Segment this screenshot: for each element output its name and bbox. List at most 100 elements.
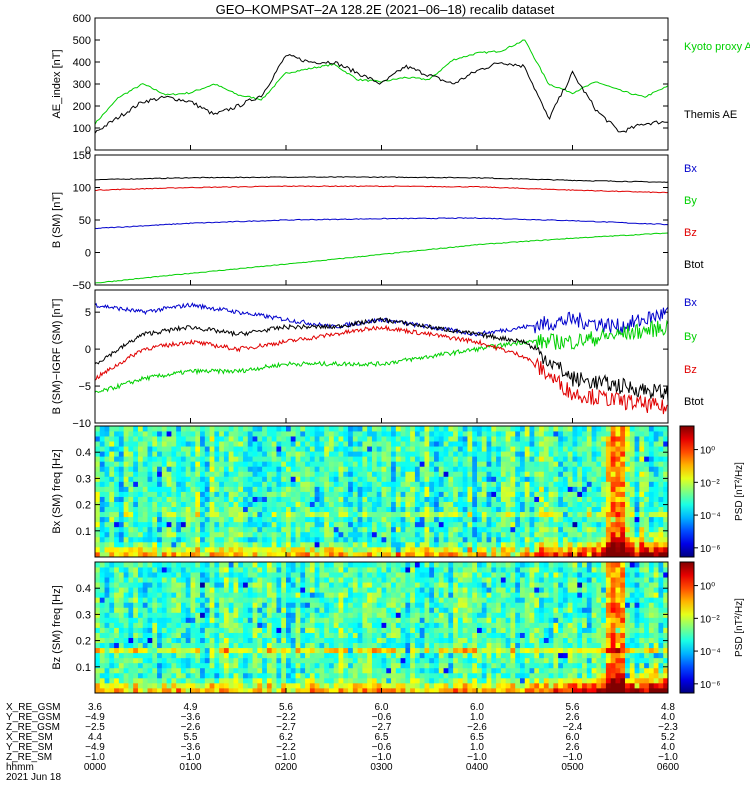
- spectrogram-cell: [243, 526, 249, 533]
- spectrogram-cell: [582, 546, 588, 553]
- spectrogram-cell: [381, 501, 387, 508]
- spectrogram-cell: [200, 682, 206, 689]
- spectrogram-cell: [625, 451, 631, 457]
- spectrogram-cell: [109, 577, 115, 583]
- spectrogram-cell: [343, 446, 349, 452]
- spectrogram-cell: [414, 461, 421, 467]
- spectrogram-cell: [362, 531, 368, 538]
- spectrogram-cell: [295, 511, 301, 518]
- spectrogram-cell: [271, 521, 277, 528]
- spectrogram-cell: [214, 597, 220, 603]
- spectrogram-cell: [104, 501, 110, 508]
- spectrogram-cell: [333, 587, 339, 593]
- spectrogram-cell: [233, 501, 239, 508]
- spectrogram-cell: [371, 481, 378, 487]
- spectrogram-cell: [228, 441, 234, 447]
- spectrogram-cell: [147, 682, 153, 689]
- spectrogram-cell: [209, 602, 215, 608]
- spectrogram-cell: [586, 526, 593, 533]
- spectrogram-cell: [262, 541, 268, 548]
- spectrogram-cell: [567, 476, 573, 482]
- spectrogram-cell: [567, 436, 573, 442]
- spectrogram-cell: [548, 491, 554, 497]
- spectrogram-cell: [362, 461, 368, 467]
- spectrogram-cell: [257, 426, 263, 432]
- spectrogram-cell: [204, 431, 210, 437]
- spectrogram-cell: [286, 491, 292, 497]
- spectrogram-cell: [233, 531, 239, 538]
- spectrogram-cell: [391, 461, 397, 467]
- spectrogram-cell: [472, 461, 478, 467]
- spectrogram-cell: [195, 516, 201, 523]
- spectrogram-cell: [357, 577, 363, 583]
- spectrogram-cell: [137, 536, 144, 543]
- spectrogram-cell: [281, 592, 287, 598]
- spectrogram-cell: [238, 526, 244, 533]
- spectrogram-cell: [467, 446, 473, 452]
- spectrogram-cell: [391, 436, 397, 442]
- spectrogram-cell: [381, 546, 387, 553]
- spectrogram-cell: [152, 647, 158, 654]
- spectrogram-cell: [534, 516, 540, 523]
- spectrogram-cell: [386, 647, 392, 654]
- spectrogram-cell: [453, 516, 459, 523]
- spectrogram-cell: [605, 551, 612, 558]
- spectrogram-cell: [534, 546, 540, 553]
- spectrogram-cell: [166, 637, 172, 644]
- spectrogram-cell: [214, 617, 220, 623]
- spectrogram-cell: [123, 471, 129, 477]
- spectrogram-cell: [123, 466, 129, 472]
- spectrogram-cell: [171, 526, 177, 533]
- spectrogram-cell: [510, 496, 516, 502]
- spectrogram-cell: [519, 441, 526, 447]
- spectrogram-cell: [286, 562, 292, 568]
- spectrogram-cell: [290, 426, 296, 432]
- spectrogram-cell: [147, 572, 153, 578]
- spectrogram-cell: [228, 451, 234, 457]
- spectrogram-cell: [591, 496, 597, 502]
- spectrogram-cell: [233, 526, 239, 533]
- spectrogram-cell: [166, 657, 172, 664]
- spectrogram-cell: [195, 511, 201, 518]
- spectrogram-cell: [114, 536, 120, 543]
- spectrogram-cell: [128, 511, 134, 518]
- spectrogram-cell: [233, 647, 239, 654]
- spectrogram-cell: [519, 476, 526, 482]
- spectrogram-cell: [223, 481, 230, 487]
- spectrogram-cell: [386, 426, 392, 432]
- spectrogram-cell: [586, 516, 593, 523]
- spectrogram-cell: [185, 486, 191, 492]
- spectrogram-cell: [424, 516, 430, 523]
- spectrogram-cell: [424, 536, 430, 543]
- spectrogram-cell: [505, 441, 511, 447]
- spectrogram-cell: [338, 592, 344, 598]
- spectrogram-cell: [357, 587, 363, 593]
- spectrogram-cell: [386, 597, 392, 603]
- spectrogram-cell: [591, 491, 597, 497]
- spectrogram-cell: [324, 446, 330, 452]
- spectrogram-cell: [328, 551, 335, 558]
- spectrogram-cell: [157, 577, 163, 583]
- spectrogram-cell: [424, 461, 430, 467]
- spectrogram-cell: [137, 562, 144, 568]
- spectrogram-cell: [333, 607, 339, 613]
- spectrogram-cell: [405, 486, 411, 492]
- spectrogram-cell: [271, 572, 277, 578]
- spectrogram-cell: [137, 602, 144, 608]
- spectrogram-cell: [539, 466, 545, 472]
- colorbar: [679, 425, 695, 558]
- spectrogram-cell: [114, 516, 120, 523]
- spectrogram-cell: [400, 682, 406, 689]
- spectrogram-cell: [171, 687, 177, 694]
- spectrogram-cell: [386, 667, 392, 674]
- spectrogram-cell: [314, 441, 320, 447]
- spectrogram-cell: [419, 526, 425, 533]
- spectrogram-cell: [118, 607, 125, 613]
- spectrogram-cell: [271, 677, 277, 684]
- spectrogram-cell: [99, 476, 105, 482]
- spectrogram-cell: [519, 481, 526, 487]
- spectrogram-cell: [157, 592, 163, 598]
- spectrogram-cell: [204, 667, 210, 674]
- spectrogram-cell: [429, 511, 435, 518]
- spectrogram-cell: [257, 567, 263, 573]
